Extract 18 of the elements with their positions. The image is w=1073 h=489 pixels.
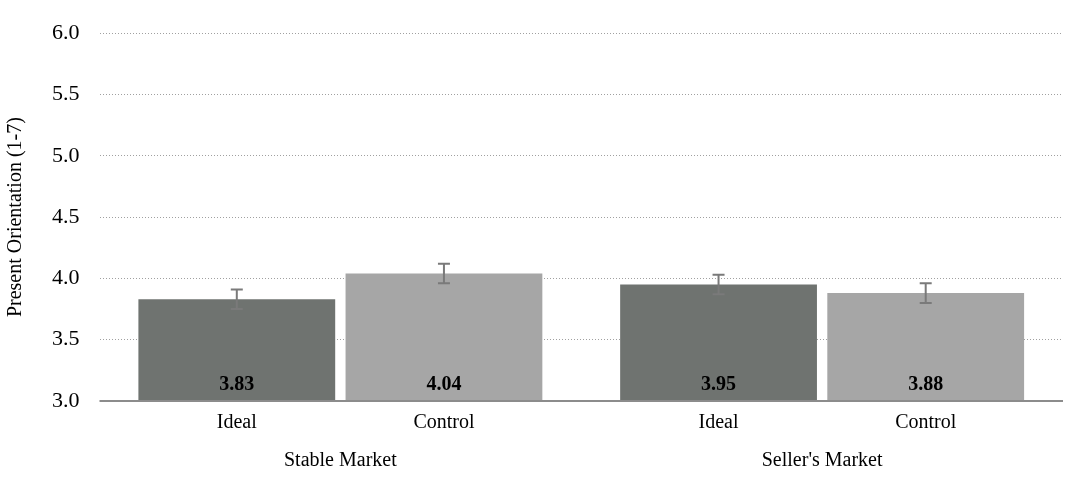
data-label: 3.95 <box>701 372 737 395</box>
y-tick-label: 3.0 <box>52 386 80 412</box>
x-tick-label: Stable Market <box>284 448 398 471</box>
y-tick-label: 5.5 <box>52 80 80 106</box>
data-label: 3.83 <box>219 372 255 395</box>
y-tick-label: 4.5 <box>52 202 80 228</box>
x-tick-label: Seller's Market <box>761 448 883 471</box>
y-tick-label: 6.0 <box>52 18 80 44</box>
text: Control <box>413 410 475 433</box>
series-label: Control <box>895 410 957 433</box>
text: Ideal <box>698 410 739 433</box>
data-label: 4.04 <box>426 372 462 395</box>
y-tick-label: 3.5 <box>52 325 80 351</box>
y-tick-label: 5.0 <box>52 141 80 167</box>
y-axis-title: Present Orientation (1-7) <box>3 117 27 318</box>
data-label: 3.88 <box>908 372 944 395</box>
series-label: Ideal <box>216 410 258 433</box>
y-tick-label: 4.0 <box>52 264 80 290</box>
